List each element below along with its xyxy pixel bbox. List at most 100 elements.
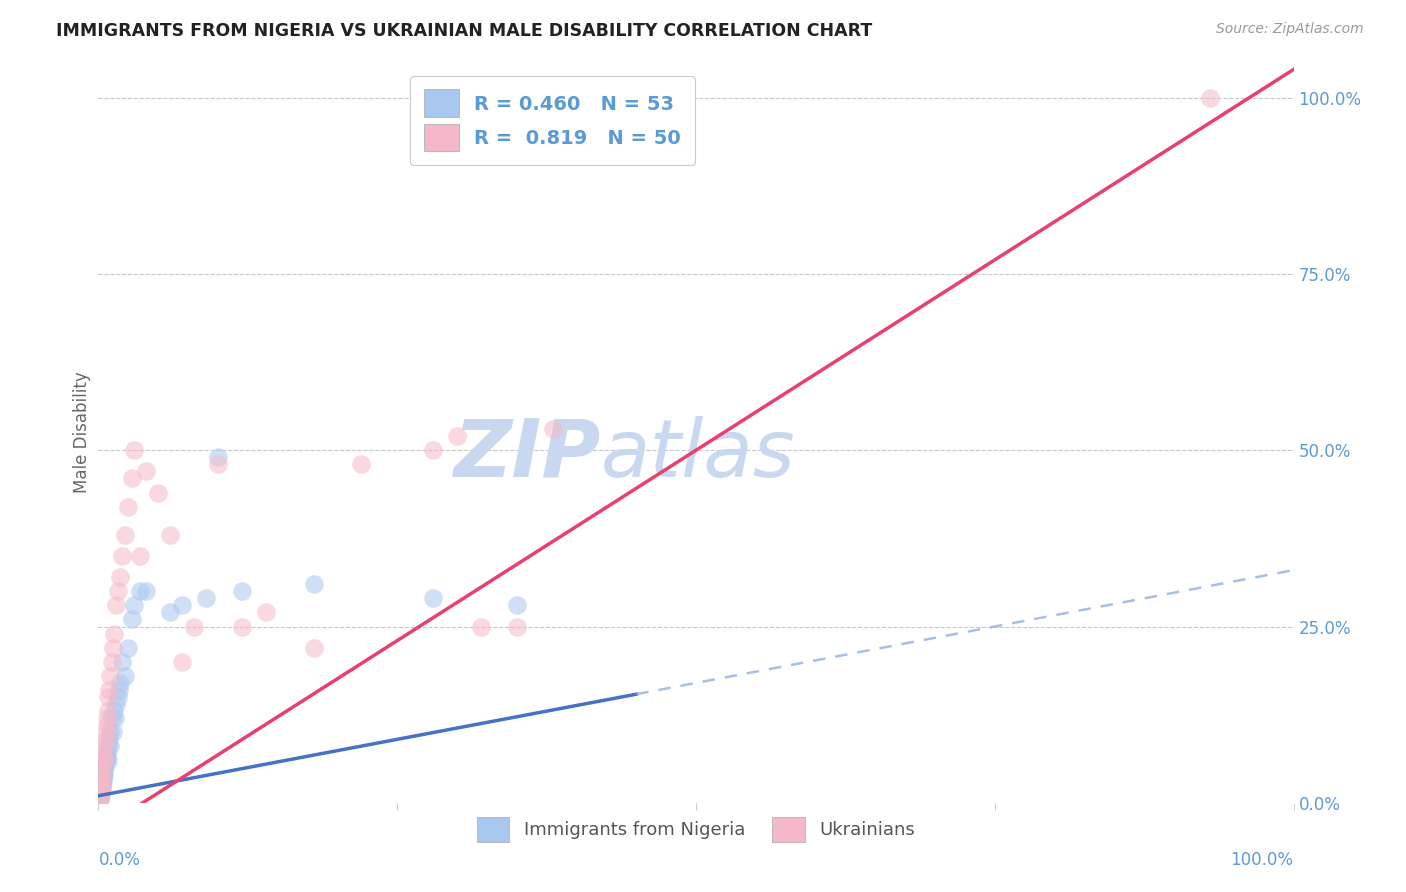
Point: [90, 771, 112, 785]
Point: [91, 774, 114, 789]
Point: [101, 640, 124, 655]
Point: [94, 732, 117, 747]
Point: [97, 739, 120, 754]
Point: [90, 774, 112, 789]
Text: atlas: atlas: [600, 416, 796, 494]
Point: [94, 754, 117, 768]
Point: [302, 640, 325, 655]
Point: [98, 725, 122, 739]
Point: [98, 732, 121, 747]
Point: [96, 718, 118, 732]
Point: [91, 778, 114, 792]
Point: [172, 655, 194, 669]
Point: [103, 704, 125, 718]
Point: [207, 458, 229, 472]
Point: [89, 785, 111, 799]
Point: [89, 781, 111, 796]
Point: [129, 549, 152, 563]
Point: [89, 789, 111, 803]
Point: [108, 570, 131, 584]
Point: [114, 669, 136, 683]
Point: [231, 584, 253, 599]
Point: [302, 577, 325, 591]
Text: IMMIGRANTS FROM NIGERIA VS UKRAINIAN MALE DISABILITY CORRELATION CHART: IMMIGRANTS FROM NIGERIA VS UKRAINIAN MAL…: [56, 22, 873, 40]
Point: [129, 584, 152, 599]
Point: [100, 655, 122, 669]
Point: [97, 754, 120, 768]
Point: [121, 612, 143, 626]
Point: [470, 619, 492, 633]
Point: [91, 747, 114, 761]
Point: [96, 750, 118, 764]
Point: [183, 619, 205, 633]
Point: [105, 697, 128, 711]
Point: [89, 789, 111, 803]
Point: [93, 754, 115, 768]
Point: [97, 704, 120, 718]
Point: [90, 789, 112, 803]
Point: [207, 450, 229, 465]
Point: [135, 584, 157, 599]
Point: [159, 606, 181, 620]
Point: [506, 599, 529, 613]
Point: [124, 599, 146, 613]
Point: [231, 619, 253, 633]
Point: [103, 626, 125, 640]
Point: [101, 725, 124, 739]
Point: [541, 422, 564, 436]
Text: ZIP: ZIP: [453, 416, 600, 494]
Point: [93, 760, 115, 774]
Point: [89, 792, 111, 806]
Point: [108, 676, 131, 690]
Point: [135, 464, 157, 478]
Point: [91, 771, 114, 785]
Point: [91, 774, 114, 789]
Text: 0.0%: 0.0%: [98, 851, 141, 869]
Point: [90, 781, 112, 796]
Text: 100.0%: 100.0%: [1230, 851, 1294, 869]
Point: [97, 690, 120, 704]
Text: Source: ZipAtlas.com: Source: ZipAtlas.com: [1216, 22, 1364, 37]
Point: [98, 683, 121, 698]
Point: [94, 757, 117, 772]
Point: [124, 443, 146, 458]
Point: [105, 599, 128, 613]
Point: [89, 792, 111, 806]
Legend: Immigrants from Nigeria, Ukrainians: Immigrants from Nigeria, Ukrainians: [470, 809, 922, 849]
Point: [111, 549, 134, 563]
Point: [89, 778, 111, 792]
Point: [91, 760, 114, 774]
Point: [91, 778, 114, 792]
Point: [91, 754, 114, 768]
Point: [195, 591, 218, 606]
Point: [117, 640, 139, 655]
Point: [91, 781, 114, 796]
Point: [91, 771, 114, 785]
Point: [148, 485, 170, 500]
Point: [100, 711, 122, 725]
Point: [159, 528, 181, 542]
Point: [90, 785, 112, 799]
Point: [350, 458, 373, 472]
Point: [1199, 91, 1222, 105]
Point: [98, 669, 122, 683]
Point: [94, 725, 117, 739]
Point: [90, 781, 112, 796]
Point: [91, 767, 114, 781]
Point: [254, 606, 277, 620]
Point: [90, 778, 112, 792]
Point: [104, 711, 127, 725]
Point: [121, 471, 143, 485]
Point: [111, 655, 134, 669]
Point: [422, 443, 444, 458]
Point: [90, 785, 112, 799]
Point: [93, 739, 115, 754]
Point: [506, 619, 529, 633]
Point: [107, 584, 129, 599]
Point: [90, 774, 112, 789]
Point: [422, 591, 444, 606]
Point: [117, 500, 139, 514]
Point: [446, 429, 468, 443]
Point: [91, 767, 114, 781]
Point: [114, 528, 136, 542]
